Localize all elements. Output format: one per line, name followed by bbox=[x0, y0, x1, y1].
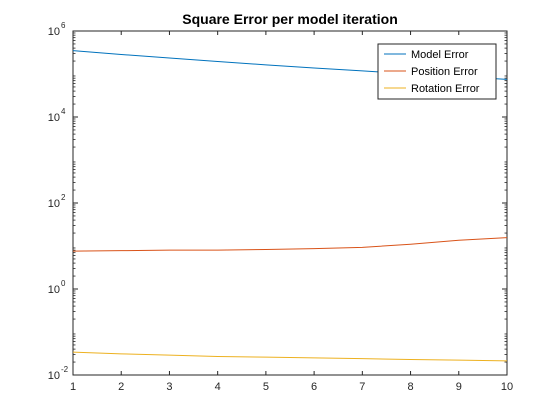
x-tick-label: 4 bbox=[215, 381, 221, 393]
x-tick-label: 1 bbox=[70, 381, 76, 393]
x-tick-label: 7 bbox=[359, 381, 365, 393]
y-tick-exponent: 0 bbox=[61, 279, 66, 288]
x-tick-label: 10 bbox=[501, 381, 513, 393]
legend-label-2: Position Error bbox=[411, 66, 478, 78]
x-tick-label: 8 bbox=[407, 381, 413, 393]
x-tick-label: 9 bbox=[456, 381, 462, 393]
x-tick-label: 6 bbox=[311, 381, 317, 393]
legend: Model Error Position Error Rotation Error bbox=[377, 43, 497, 100]
series-line-2 bbox=[72, 237, 508, 252]
chart-title: Square Error per model iteration bbox=[182, 11, 398, 27]
x-tick-label: 5 bbox=[263, 381, 269, 393]
y-tick-label: 10 bbox=[48, 26, 60, 38]
y-tick-exponent: 6 bbox=[61, 21, 66, 30]
legend-label-3: Rotation Error bbox=[411, 83, 480, 95]
legend-label-1: Model Error bbox=[411, 49, 469, 61]
x-tick-label: 3 bbox=[166, 381, 172, 393]
y-tick-exponent: 2 bbox=[61, 193, 66, 202]
y-tick-label: 10 bbox=[48, 198, 60, 210]
y-tick-label: 10 bbox=[48, 370, 60, 382]
y-tick-exponent: 4 bbox=[61, 107, 66, 116]
y-tick-label: 10 bbox=[48, 112, 60, 124]
x-tick-label: 2 bbox=[118, 381, 124, 393]
y-tick-exponent: -2 bbox=[61, 365, 69, 374]
y-tick-label: 10 bbox=[48, 284, 60, 296]
series-line-3 bbox=[72, 351, 508, 362]
